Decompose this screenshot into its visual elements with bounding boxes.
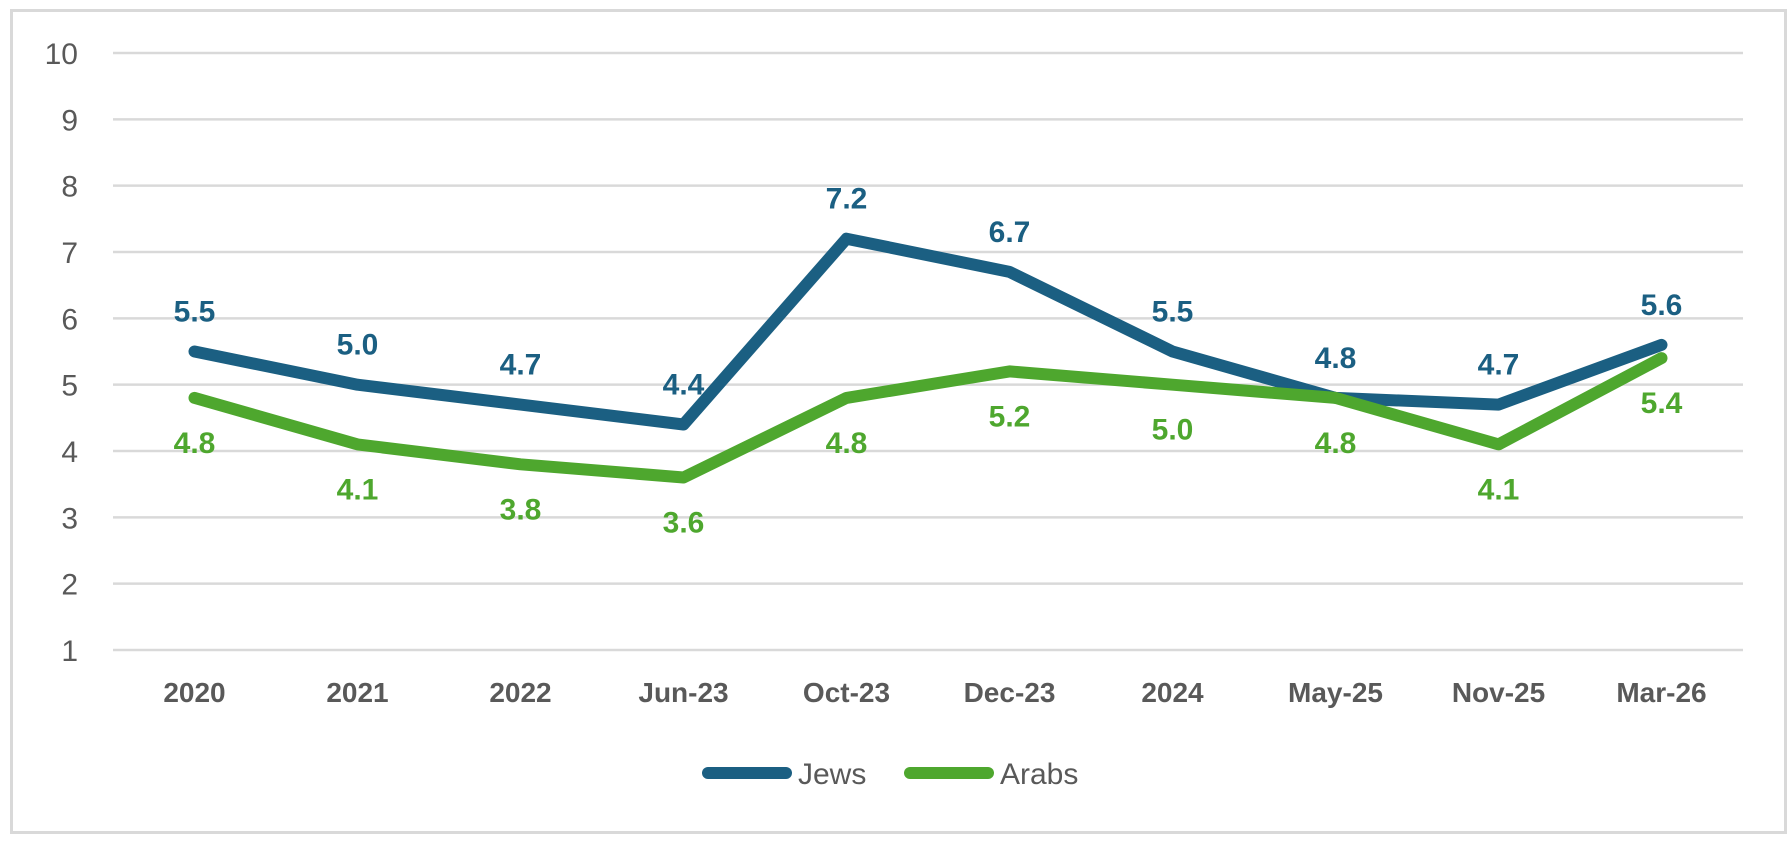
y-tick-label: 3: [61, 502, 78, 535]
data-label-arabs: 4.8: [174, 427, 216, 460]
data-label-arabs: 3.6: [663, 507, 705, 540]
legend-item-arabs: Arabs: [904, 758, 1078, 791]
x-tick-label: 2022: [489, 677, 551, 708]
series-lines: [188, 232, 1668, 484]
x-tick-label: 2024: [1141, 677, 1204, 708]
legend-label-arabs: Arabs: [1000, 758, 1078, 791]
data-label-jews: 5.0: [337, 329, 379, 362]
data-label-arabs: 5.2: [989, 400, 1031, 433]
legend-label-jews: Jews: [798, 758, 866, 791]
data-label-arabs: 5.4: [1641, 387, 1683, 420]
x-tick-label: 2020: [163, 677, 225, 708]
data-label-jews: 4.7: [1478, 349, 1520, 382]
legend-item-jews: Jews: [702, 758, 866, 791]
data-label-arabs: 5.0: [1152, 414, 1194, 447]
data-label-jews: 4.8: [1315, 342, 1357, 375]
data-label-arabs: 4.1: [337, 473, 379, 506]
series-line-jews: [188, 232, 1668, 431]
y-tick-label: 9: [61, 104, 78, 137]
data-label-jews: 4.7: [500, 349, 542, 382]
x-tick-label: Oct-23: [803, 677, 890, 708]
x-tick-label: May-25: [1288, 677, 1383, 708]
y-tick-label: 5: [61, 370, 78, 403]
data-label-arabs: 4.1: [1478, 473, 1520, 506]
y-tick-label: 10: [45, 38, 78, 71]
data-labels: 5.5 5.0 4.7 4.4 7.2 6.7 5.5 4.8 4.7 5.6 4.8 4.1 3.8 3…: [174, 183, 1683, 540]
y-tick-label: 8: [61, 171, 78, 204]
x-axis: 2020 2021 2022 Jun-23 Oct-23 Dec-23 2024 May-25…: [163, 677, 1706, 708]
data-label-arabs: 3.8: [500, 493, 542, 526]
gridlines: [113, 51, 1743, 652]
x-tick-label: Dec-23: [964, 677, 1056, 708]
data-label-jews: 6.7: [989, 216, 1031, 249]
data-label-jews: 5.6: [1641, 289, 1683, 322]
data-label-jews: 5.5: [174, 296, 216, 329]
data-label-arabs: 4.8: [826, 427, 868, 460]
x-tick-label: Nov-25: [1452, 677, 1545, 708]
data-label-jews: 5.5: [1152, 296, 1194, 329]
data-label-arabs: 4.8: [1315, 427, 1357, 460]
y-tick-label: 1: [61, 635, 78, 668]
y-tick-label: 6: [61, 303, 78, 336]
x-tick-label: 2021: [326, 677, 388, 708]
series-line-arabs: [188, 352, 1668, 484]
data-label-jews: 7.2: [826, 183, 868, 216]
y-tick-label: 7: [61, 237, 78, 270]
x-tick-label: Mar-26: [1616, 677, 1706, 708]
x-tick-label: Jun-23: [638, 677, 728, 708]
y-tick-label: 2: [61, 569, 78, 602]
data-label-jews: 4.4: [663, 368, 705, 401]
y-tick-label: 4: [61, 436, 78, 469]
legend: Jews Arabs: [702, 758, 1078, 791]
y-axis: 1 2 3 4 5 6 7 8 9 10: [45, 38, 78, 668]
chart-frame: [10, 9, 1787, 834]
